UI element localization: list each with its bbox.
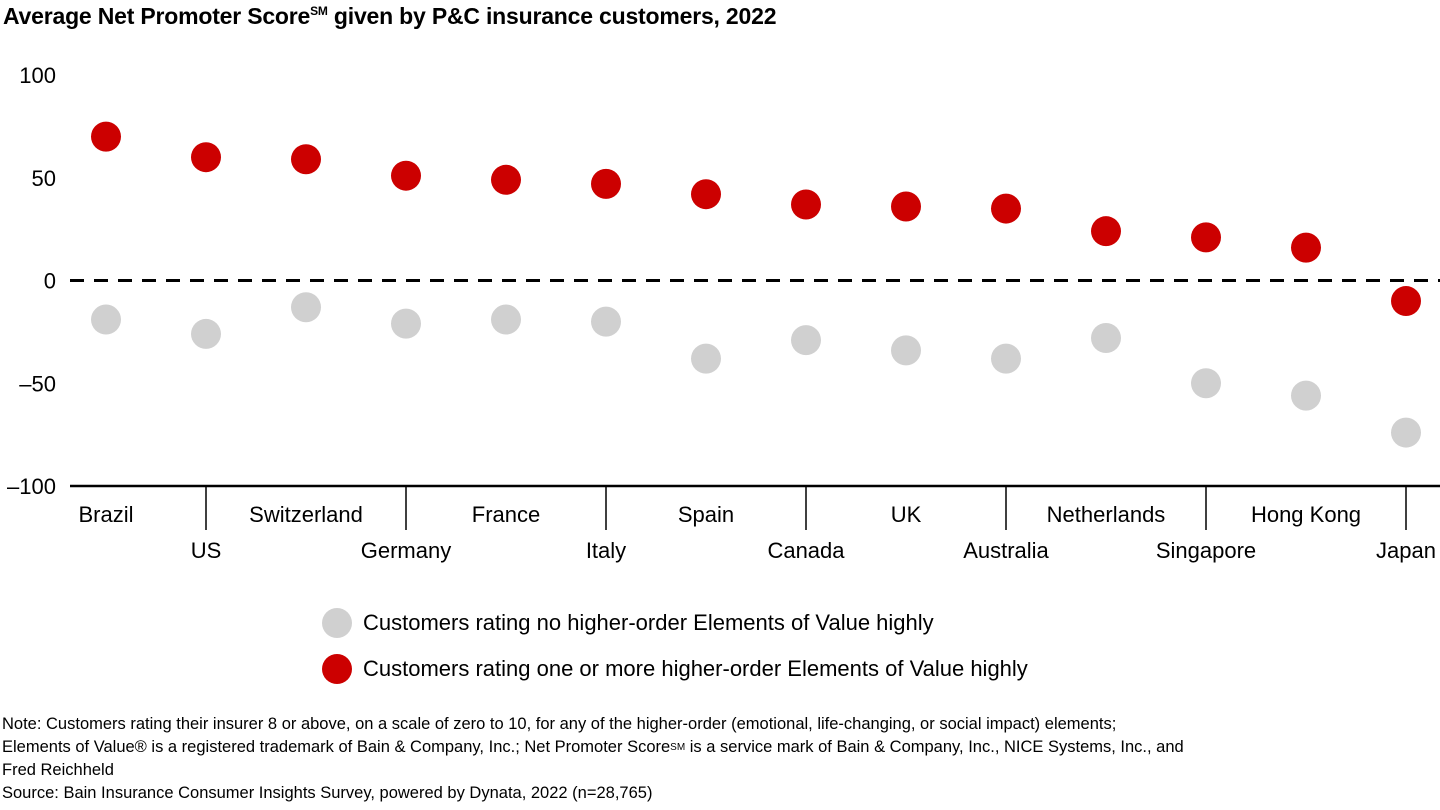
chart-title-main: Average Net Promoter Score — [3, 3, 311, 29]
x-tick-label: Hong Kong — [1251, 502, 1361, 527]
note-line: Note: Customers rating their insurer 8 o… — [2, 715, 1117, 733]
y-tick-label: –50 — [19, 371, 56, 396]
x-tick-label: Italy — [586, 538, 626, 563]
data-point — [691, 179, 721, 210]
series-one-or-more-higher-order — [91, 121, 1421, 317]
x-tick-label: Netherlands — [1047, 502, 1166, 527]
source-line: Source: Bain Insurance Consumer Insights… — [2, 784, 653, 802]
note-superscript: SM — [670, 742, 686, 753]
legend-item-no-higher-order: Customers rating no higher-order Element… — [322, 600, 1028, 646]
x-tick-label: Japan — [1376, 538, 1436, 563]
footnotes: Note: Customers rating their insurer 8 o… — [2, 713, 1438, 805]
data-point — [491, 304, 521, 335]
data-point — [991, 343, 1021, 374]
note-text: Elements of Value® is a registered trade… — [2, 738, 671, 756]
note-line: Elements of Value® is a registered trade… — [2, 736, 1438, 759]
legend-label: Customers rating one or more higher-orde… — [363, 656, 1028, 681]
data-point — [1091, 323, 1121, 354]
data-point — [391, 308, 421, 339]
y-axis: 100 50 0 –50 –100 — [7, 63, 56, 499]
legend-marker-gray-icon — [322, 608, 352, 638]
x-axis: Brazil US Switzerland Germany France Italy Spa… — [78, 486, 1436, 563]
data-point — [1191, 368, 1221, 399]
x-tick-label: UK — [891, 502, 922, 527]
data-point — [691, 343, 721, 374]
data-point — [591, 168, 621, 199]
x-tick-label: Switzerland — [249, 502, 363, 527]
y-tick-label: 50 — [32, 166, 56, 191]
x-tick-label: Australia — [963, 538, 1049, 563]
chart-title-suffix: given by P&C insurance customers, 2022 — [327, 3, 777, 29]
legend: Customers rating no higher-order Element… — [322, 600, 1028, 692]
y-tick-label: 0 — [44, 269, 56, 294]
data-point — [1191, 222, 1221, 253]
data-point — [591, 306, 621, 337]
legend-marker-red-icon — [322, 654, 352, 684]
data-point — [191, 318, 221, 349]
data-point — [1391, 286, 1421, 317]
data-point — [891, 335, 921, 366]
data-point — [791, 189, 821, 220]
series-no-higher-order — [91, 292, 1421, 448]
x-tick-label: Germany — [361, 538, 451, 563]
data-point — [91, 304, 121, 335]
chart-title-superscript: SM — [310, 4, 328, 18]
chart-title: Average Net Promoter ScoreSM given by P&… — [3, 3, 776, 30]
x-tick-label: France — [472, 502, 540, 527]
legend-item-one-or-more-higher-order: Customers rating one or more higher-orde… — [322, 646, 1028, 692]
data-point — [1091, 216, 1121, 247]
x-tick-label: Spain — [678, 502, 734, 527]
data-point — [891, 191, 921, 222]
note-text: is a service mark of Bain & Company, Inc… — [685, 738, 1184, 756]
chart-plot: 100 50 0 –50 –100 Brazil US Switzerland Germany… — [7, 63, 1440, 563]
x-tick-label: US — [191, 538, 222, 563]
data-point — [1291, 380, 1321, 411]
data-point — [491, 164, 521, 195]
note-line: Fred Reichheld — [2, 761, 114, 779]
data-point — [1291, 232, 1321, 263]
data-point — [91, 121, 121, 152]
data-point — [291, 144, 321, 175]
data-point — [191, 142, 221, 173]
x-tick-label: Brazil — [78, 502, 133, 527]
data-point — [391, 160, 421, 191]
x-tick-label: Canada — [767, 538, 845, 563]
y-tick-label: 100 — [19, 63, 56, 88]
data-point — [791, 325, 821, 356]
data-point — [1391, 417, 1421, 448]
x-tick-label: Singapore — [1156, 538, 1256, 563]
data-point — [991, 193, 1021, 224]
legend-label: Customers rating no higher-order Element… — [363, 610, 934, 635]
y-tick-label: –100 — [7, 474, 56, 499]
data-point — [291, 292, 321, 323]
